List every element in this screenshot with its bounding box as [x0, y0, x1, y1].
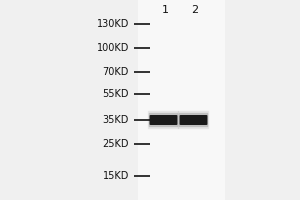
FancyBboxPatch shape — [149, 113, 178, 127]
Text: 1: 1 — [161, 5, 169, 15]
Text: 35KD: 35KD — [103, 115, 129, 125]
FancyBboxPatch shape — [179, 115, 208, 125]
Text: 2: 2 — [191, 5, 199, 15]
Text: 55KD: 55KD — [103, 89, 129, 99]
Text: 70KD: 70KD — [103, 67, 129, 77]
FancyBboxPatch shape — [178, 111, 209, 129]
Text: 25KD: 25KD — [103, 139, 129, 149]
FancyBboxPatch shape — [150, 115, 178, 125]
Text: 15KD: 15KD — [103, 171, 129, 181]
Text: 100KD: 100KD — [97, 43, 129, 53]
FancyBboxPatch shape — [148, 111, 179, 129]
FancyBboxPatch shape — [179, 113, 208, 127]
Bar — [138, 0, 225, 200]
Text: 130KD: 130KD — [97, 19, 129, 29]
